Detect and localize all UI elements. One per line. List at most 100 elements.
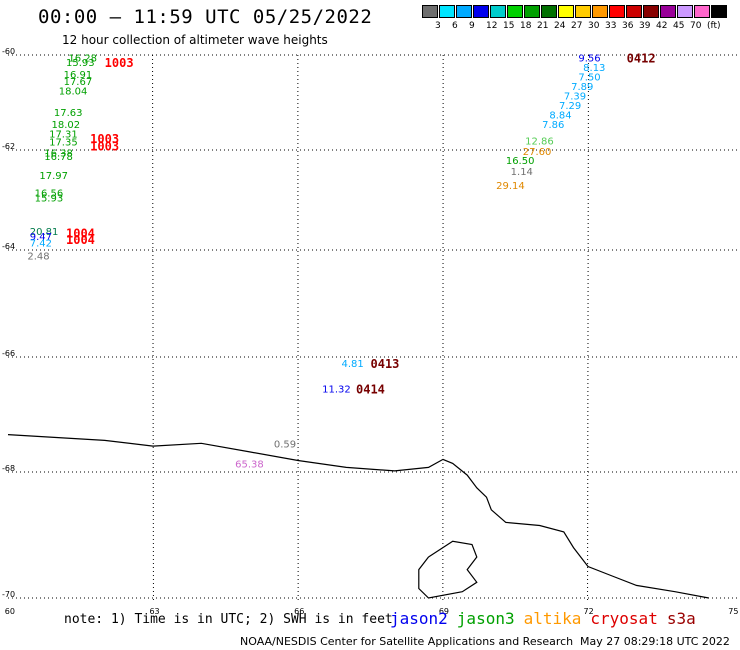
color-legend-label: 36 <box>622 21 634 31</box>
color-swatch <box>507 5 523 18</box>
satellite-s3a: s3a <box>666 609 696 628</box>
color-swatch <box>490 5 506 18</box>
color-legend-label: 15 <box>503 21 515 31</box>
lon-gridline <box>152 54 154 601</box>
footer-note: note: 1) Time is in UTC; 2) SWH is in fe… <box>64 612 393 627</box>
wave-height-label: 16.28 <box>68 53 97 64</box>
lat-tick-label: -68 <box>2 464 15 473</box>
generated-timestamp: May 27 08:29:18 UTC 2022 <box>580 635 730 648</box>
color-legend-label: 45 <box>673 21 685 31</box>
color-legend-label: 42 <box>656 21 668 31</box>
lat-tick-label: -66 <box>2 349 15 358</box>
color-legend-label: 6 <box>452 21 458 31</box>
satellite-altika: altika <box>523 609 582 628</box>
time-label: 0412 <box>627 51 656 65</box>
map-grid <box>8 54 738 601</box>
lon-tick-label: 60 <box>5 607 15 616</box>
color-legend-label: 9 <box>469 21 475 31</box>
wave-height-label: 16.50 <box>506 156 535 167</box>
color-legend <box>422 5 728 18</box>
wave-height-label: 9.47 <box>30 232 52 243</box>
color-swatch <box>575 5 591 18</box>
wave-height-label: 16.38 <box>44 149 73 160</box>
wave-height-label: 7.50 <box>578 72 600 83</box>
wave-height-label: 16.78 <box>44 152 73 163</box>
time-label: 0414 <box>356 383 385 397</box>
color-swatch <box>694 5 710 18</box>
wave-height-label: 7.39 <box>564 91 586 102</box>
wave-height-label: 17.97 <box>39 171 68 182</box>
wave-height-label: 18.04 <box>59 87 88 98</box>
wave-height-label: 8.13 <box>583 63 605 74</box>
wave-height-points: 16.2815.9316.9117.6718.0417.6318.0217.31… <box>27 53 605 470</box>
color-swatch <box>643 5 659 18</box>
time-label: 0413 <box>371 357 400 371</box>
wave-height-label: 17.67 <box>64 77 93 88</box>
satellite-legend: jason2 jason3 altika cryosat s3a <box>390 609 705 628</box>
color-swatch <box>524 5 540 18</box>
axis-ticks: -60 -62 -64 -66 -68 -70 60 63 66 69 72 75 <box>2 47 738 616</box>
lon-tick-label: 75 <box>728 607 738 616</box>
lat-tick-label: -60 <box>2 47 15 56</box>
wave-height-label: 29.14 <box>496 181 525 192</box>
color-swatch <box>422 5 438 18</box>
wave-height-label: 7.86 <box>542 120 564 131</box>
wave-height-label: 12.86 <box>525 137 554 148</box>
color-legend-label: 18 <box>520 21 532 31</box>
page-title: 00:00 – 11:59 UTC 05/25/2022 <box>38 6 373 28</box>
color-legend-label: 27 <box>571 21 583 31</box>
time-label: 1004 <box>66 233 95 247</box>
lon-tick-label: 63 <box>149 607 159 616</box>
lat-tick-label: -70 <box>2 590 15 599</box>
color-swatch <box>626 5 642 18</box>
wave-height-label: 27.60 <box>523 147 552 158</box>
lon-tick-label: 69 <box>439 607 449 616</box>
color-legend-label: 12 <box>486 21 498 31</box>
time-label: 1003 <box>90 132 119 146</box>
wave-height-label: 9.56 <box>578 53 600 64</box>
wave-height-label: 0.59 <box>274 439 296 450</box>
lat-tick-label: -64 <box>2 242 15 251</box>
wave-height-label: 17.35 <box>49 137 78 148</box>
color-legend-label: 33 <box>605 21 617 31</box>
lon-gridline <box>587 54 589 601</box>
color-legend-label: 24 <box>554 21 566 31</box>
color-swatch <box>439 5 455 18</box>
wave-height-label: 15.93 <box>66 58 95 69</box>
wave-height-label: 1.14 <box>511 167 533 178</box>
wave-height-label: 7.89 <box>571 82 593 93</box>
satellite-jason2: jason2 <box>390 609 448 628</box>
satellite-jason3: jason3 <box>456 609 515 628</box>
color-swatch <box>711 5 727 18</box>
color-swatch <box>456 5 472 18</box>
wave-height-label: 15.93 <box>35 194 64 205</box>
color-swatch <box>592 5 608 18</box>
color-swatch <box>473 5 489 18</box>
color-legend-label: 21 <box>537 21 549 31</box>
wave-height-label: 4.81 <box>342 359 364 370</box>
wave-height-label: 17.31 <box>49 129 78 140</box>
time-label: 1004 <box>66 227 95 241</box>
lon-tick-label: 66 <box>294 607 304 616</box>
page-subtitle: 12 hour collection of altimeter wave hei… <box>62 33 328 47</box>
coastline-path <box>7 434 709 599</box>
lon-tick-label: 72 <box>584 607 594 616</box>
color-swatch <box>660 5 676 18</box>
color-legend-label: 70 <box>690 21 702 31</box>
coastline <box>7 434 709 599</box>
wave-height-label: 20.81 <box>30 227 59 238</box>
color-legend-label: 39 <box>639 21 651 31</box>
wave-height-label: 16.91 <box>64 70 93 81</box>
color-legend-labels: 3 6 9 12 15 18 21 24 27 30 33 36 39 42 45 70 (ft) <box>422 21 740 33</box>
wave-height-label: 7.42 <box>30 239 52 250</box>
color-swatch <box>677 5 693 18</box>
wave-height-label: 17.63 <box>54 108 83 119</box>
wave-height-label: 7.29 <box>559 101 581 112</box>
time-label: 1003 <box>90 139 119 153</box>
credit-text: NOAA/NESDIS Center for Satellite Applica… <box>240 635 574 648</box>
time-label: 1003 <box>105 56 134 70</box>
color-swatch <box>558 5 574 18</box>
wave-height-label: 11.32 <box>322 385 351 396</box>
